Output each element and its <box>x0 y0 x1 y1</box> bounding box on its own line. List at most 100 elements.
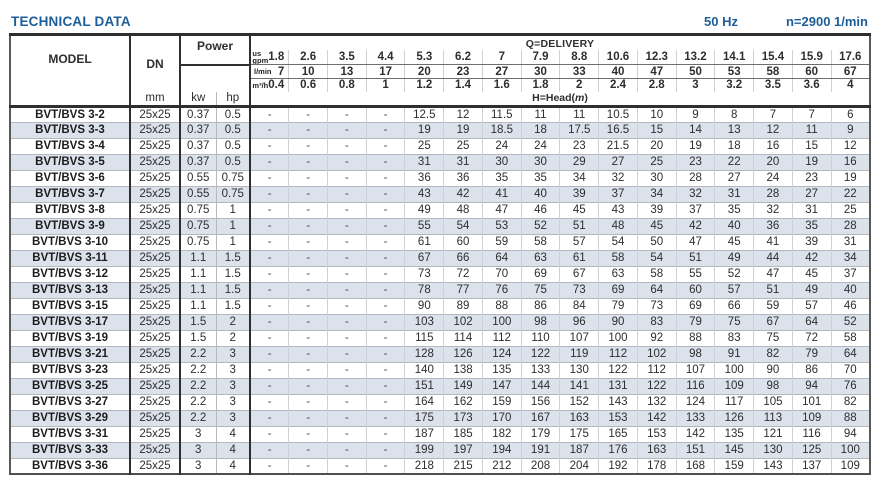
head-value-cell: 67 <box>404 250 445 266</box>
dash-cell: - <box>250 314 290 330</box>
head-value-cell: 113 <box>753 410 793 426</box>
dash-cell: - <box>250 202 290 218</box>
dash-cell: - <box>327 378 367 394</box>
table-row: BVT/BVS 3-3 25x25 0.37 0.5- - - -19 19 18.5 18 17.… <box>10 122 870 138</box>
q-header-value: 58 <box>753 64 793 79</box>
head-value-cell: 15 <box>637 122 677 138</box>
head-value-cell: 112 <box>482 330 522 346</box>
dash-cell: - <box>366 106 406 122</box>
head-value-cell: 105 <box>753 394 793 410</box>
head-value-cell: 67 <box>559 266 600 282</box>
dn-cell: 25x25 <box>130 410 181 426</box>
head-value-cell: 53 <box>482 218 522 234</box>
hp-cell: 1 <box>216 218 252 234</box>
model-cell: BVT/BVS 3-31 <box>10 426 131 442</box>
head-value-cell: 132 <box>637 394 677 410</box>
head-value-cell: 41 <box>482 186 522 202</box>
dash-cell: - <box>250 426 290 442</box>
head-value-cell: 43 <box>598 202 638 218</box>
head-value-cell: 218 <box>404 458 445 474</box>
head-value-cell: 61 <box>404 234 445 250</box>
head-value-cell: 70 <box>843 364 857 376</box>
hp-cell: 4 <box>216 442 252 458</box>
head-value-cell: 25 <box>443 138 483 154</box>
head-value-cell: 23 <box>792 170 832 186</box>
head-value-cell: 60 <box>443 234 483 250</box>
head-value-cell: 115 <box>404 330 445 346</box>
q-header-value: 6.2 <box>443 50 483 65</box>
head-value-cell: 42 <box>792 250 832 266</box>
head-value-cell: 19 <box>404 122 445 138</box>
head-value-cell: 143 <box>753 458 793 474</box>
unit-label: us gpm <box>252 50 269 65</box>
head-value-cell: 133 <box>676 410 716 426</box>
table-row: BVT/BVS 3-29 25x25 2.2 3- - - -175 173 170 167 163… <box>10 410 870 426</box>
dn-cell: 25x25 <box>130 426 181 442</box>
head-value-cell: 49 <box>792 282 832 298</box>
head-value-cell: 11 <box>559 106 600 122</box>
dash-cell: - <box>288 442 328 458</box>
head-value-cell: 13 <box>714 122 755 138</box>
dash-cell: - <box>250 170 290 186</box>
head-value-cell: 10 <box>637 106 677 122</box>
dash-cell: - <box>288 458 328 474</box>
dn-cell: 25x25 <box>130 122 181 138</box>
head-value-cell: 133 <box>521 362 561 378</box>
q-header-value: 23 <box>443 64 483 79</box>
head-value-cell: 42 <box>676 218 716 234</box>
hp-cell: 4 <box>216 458 252 474</box>
dash-cell: - <box>327 202 367 218</box>
hp-cell: 1.5 <box>216 282 252 298</box>
head-value-cell: 8 <box>714 106 755 122</box>
dash-cell: - <box>366 122 406 138</box>
dash-cell: - <box>250 298 290 314</box>
head-value-cell: 121 <box>753 426 793 442</box>
dn-cell: 25x25 <box>130 154 181 170</box>
table-row: BVT/BVS 3-15 25x25 1.1 1.5- - - -90 89 88 86 84 79 7… <box>10 298 870 314</box>
q-header-value: 12.3 <box>637 50 677 65</box>
dash-cell: - <box>327 282 367 298</box>
hp-cell: 1.5 <box>216 250 252 266</box>
head-value-cell: 28 <box>676 170 716 186</box>
head-value-cell: 52 <box>714 266 755 282</box>
head-value-cell: 58 <box>637 266 677 282</box>
head-value-cell: 170 <box>482 410 522 426</box>
kw-cell: 0.55 <box>180 186 217 202</box>
head-value-cell: 23 <box>676 154 716 170</box>
table-row: BVT/BVS 3-7 25x25 0.55 0.75- - - -43 42 41 40 39 37… <box>10 186 870 202</box>
dn-cell: 25x25 <box>130 378 181 394</box>
unit-label: m³/h <box>252 80 269 90</box>
spec-labels: 50 Hz n=2900 1/min <box>704 14 870 29</box>
head-value-cell: 21.5 <box>598 138 638 154</box>
dn-cell: 25x25 <box>130 186 181 202</box>
q-header-value: 1.4 <box>443 78 483 92</box>
dash-cell: - <box>327 442 367 458</box>
head-value-cell: 40 <box>843 284 857 296</box>
hp-cell: 0.5 <box>216 138 252 154</box>
head-value-cell: 141 <box>559 378 600 394</box>
dash-cell: - <box>288 330 328 346</box>
head-value-cell: 39 <box>559 186 600 202</box>
head-value-cell: 131 <box>598 378 638 394</box>
head-value-cell: 145 <box>714 442 755 458</box>
model-cell: BVT/BVS 3-27 <box>10 394 131 410</box>
head-value-cell: 79 <box>792 346 832 362</box>
q-header-value: 2.6 <box>288 50 328 65</box>
head-value-cell: 40 <box>521 186 561 202</box>
head-value-cell: 25 <box>404 138 445 154</box>
q-header-value: 53 <box>714 64 755 79</box>
head-value-cell: 112 <box>637 362 677 378</box>
head-value-cell: 78 <box>404 282 445 298</box>
head-value-cell: 15 <box>792 138 832 154</box>
dash-cell: - <box>366 362 406 378</box>
head-value-cell: 100 <box>840 444 860 456</box>
q-header-value: 13 <box>327 64 367 79</box>
dn-cell: 25x25 <box>130 442 181 458</box>
head-value-cell: 61 <box>559 250 600 266</box>
head-value-cell: 45 <box>714 234 755 250</box>
head-value-cell: 28 <box>753 186 793 202</box>
head-value-cell: 149 <box>443 378 483 394</box>
head-value-cell: 20 <box>637 138 677 154</box>
head-value-cell: 151 <box>404 378 445 394</box>
head-value-cell: 49 <box>714 250 755 266</box>
